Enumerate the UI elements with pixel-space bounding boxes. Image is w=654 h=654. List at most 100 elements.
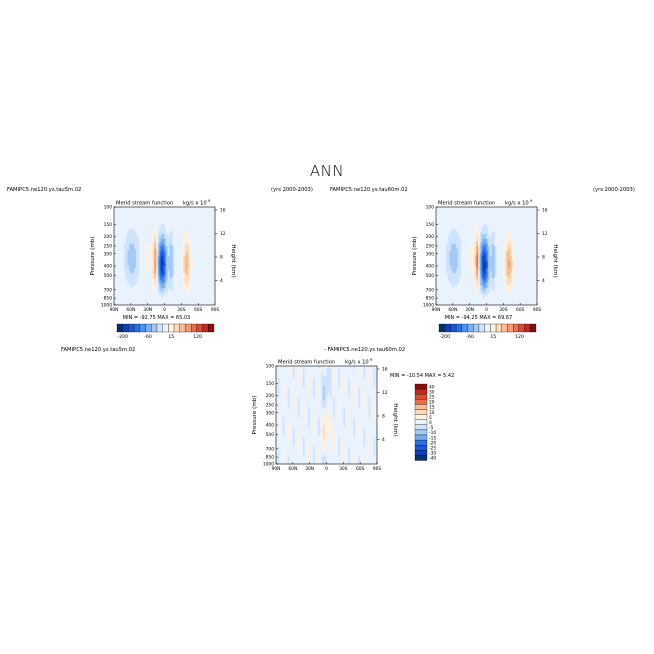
cell [530, 280, 533, 284]
cell [515, 282, 518, 286]
cell [491, 226, 494, 230]
cell [528, 221, 531, 225]
cell [154, 260, 157, 264]
cell [493, 300, 496, 303]
cell [528, 292, 531, 296]
cell [535, 219, 537, 222]
cell [474, 243, 477, 247]
cell [452, 243, 455, 247]
cell [144, 229, 147, 232]
cell [188, 241, 191, 245]
cell [206, 280, 209, 284]
cell [137, 209, 140, 213]
cell [471, 273, 474, 276]
cell [277, 366, 280, 369]
cell [193, 278, 196, 281]
cell [130, 295, 133, 298]
cell [132, 260, 135, 264]
cell [140, 243, 143, 247]
cell [505, 211, 507, 215]
cell [436, 292, 438, 296]
cell [120, 287, 123, 291]
cell [496, 246, 499, 249]
cell [169, 241, 172, 245]
cell [483, 302, 486, 305]
cell [149, 282, 152, 286]
cell [506, 221, 509, 225]
cell [506, 256, 509, 259]
cell [144, 292, 147, 296]
cell [516, 253, 519, 257]
cell [479, 268, 482, 271]
cell [134, 253, 137, 257]
cell [462, 300, 465, 303]
colorbar-swatch [455, 323, 462, 333]
cell [481, 295, 484, 298]
cell [206, 243, 209, 247]
cell [191, 256, 194, 259]
cell [156, 209, 159, 213]
cell [156, 268, 159, 271]
cell [211, 278, 214, 281]
cell [437, 280, 440, 284]
cell [442, 211, 445, 215]
cell [193, 224, 196, 227]
cell [177, 258, 180, 262]
cell [177, 233, 180, 237]
cell [169, 275, 172, 279]
cell [186, 241, 189, 245]
cell [188, 258, 191, 262]
cell [183, 270, 185, 274]
cell [479, 282, 482, 286]
cell [191, 300, 194, 303]
cell [120, 231, 123, 235]
cell [530, 243, 533, 247]
cell [462, 265, 465, 269]
cell [172, 207, 175, 210]
cell [503, 300, 506, 303]
cell [157, 231, 160, 235]
cell [176, 209, 179, 213]
cell [204, 260, 207, 264]
cell [166, 300, 169, 303]
cell [276, 427, 278, 430]
cell [162, 209, 165, 213]
cell [166, 224, 169, 227]
cell [464, 290, 467, 294]
cell [515, 219, 518, 222]
cell [476, 216, 479, 220]
cell [201, 258, 204, 262]
cell [162, 253, 165, 257]
cell [189, 229, 192, 232]
cell [447, 256, 450, 259]
cell [172, 209, 175, 213]
cell [142, 253, 145, 257]
cell [521, 297, 524, 301]
cell [172, 287, 175, 291]
cell [436, 221, 438, 225]
cell [186, 273, 189, 276]
cell [120, 280, 123, 284]
cell [526, 229, 529, 232]
cell [489, 251, 492, 254]
cell [533, 241, 536, 245]
cell [135, 292, 138, 296]
cell [474, 282, 477, 286]
cell [159, 219, 162, 222]
cell [211, 233, 214, 237]
cell [483, 278, 486, 281]
cell [508, 233, 511, 237]
cell [474, 248, 477, 252]
cell [164, 287, 167, 291]
cell [193, 300, 196, 303]
cell [452, 275, 455, 279]
cell [437, 285, 440, 289]
y-tick-label: 700 [104, 287, 113, 293]
cell [115, 221, 118, 225]
cell [149, 275, 152, 279]
cell [193, 292, 196, 296]
cell [462, 221, 465, 225]
cell [484, 258, 487, 262]
cell [464, 243, 467, 247]
cell [523, 236, 526, 240]
